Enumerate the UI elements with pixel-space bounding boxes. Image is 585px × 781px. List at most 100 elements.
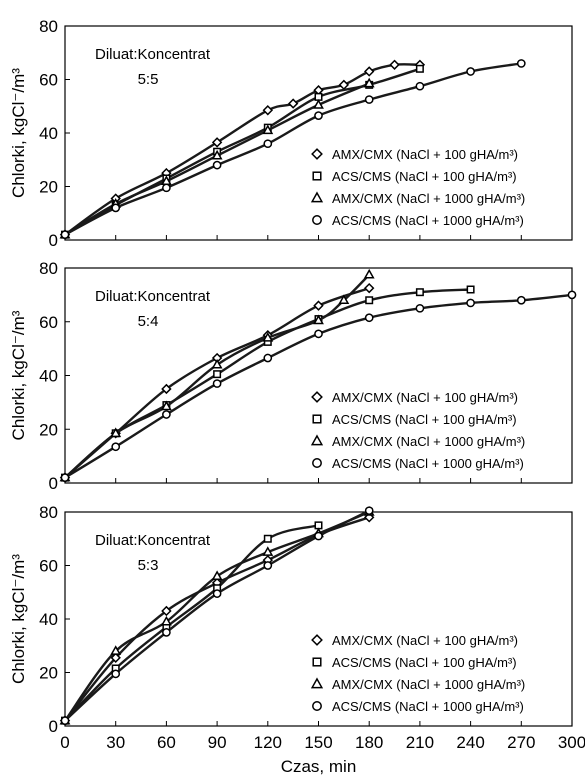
x-tick-label: 240 (456, 733, 484, 752)
data-point (160, 615, 172, 626)
data-point (263, 534, 272, 543)
data-point (466, 285, 475, 294)
data-point (415, 303, 425, 313)
ratio-annotation-title: Diluat:Koncentrat (95, 532, 211, 549)
legend-label: AMX/CMX (NaCl + 1000 gHA/m³) (332, 677, 525, 692)
legend-label: AMX/CMX (NaCl + 100 gHA/m³) (332, 147, 518, 162)
ratio-annotation-title: Diluat:Koncentrat (95, 46, 211, 63)
data-point (162, 410, 171, 419)
data-point (363, 77, 375, 88)
y-tick-label: 0 (49, 474, 58, 493)
legend-marker-triangle (310, 191, 324, 203)
data-point (338, 79, 350, 91)
legend: AMX/CMX (NaCl + 100 gHA/m³) ACS/CMS (NaCl… (310, 147, 525, 228)
y-tick-label: 20 (39, 420, 58, 439)
legend-label: AMX/CMX (NaCl + 100 gHA/m³) (332, 390, 518, 405)
data-point (111, 442, 121, 452)
y-tick-label: 60 (39, 71, 58, 90)
legend-marker-triangle (310, 434, 324, 446)
y-tick-label: 80 (39, 503, 58, 522)
data-point (263, 561, 273, 570)
data-point (212, 160, 222, 170)
series-line (64, 288, 471, 479)
data-point (313, 314, 324, 325)
data-point (363, 66, 375, 77)
legend-label: AMX/CMX (NaCl + 1000 gHA/m³) (332, 191, 525, 206)
data-point (262, 105, 274, 116)
data-point (110, 652, 121, 663)
data-point (161, 605, 172, 617)
legend-marker-circle (312, 701, 322, 711)
y-tick-label: 20 (39, 178, 58, 197)
data-point (314, 329, 323, 339)
data-point (111, 669, 121, 679)
data-point (263, 139, 273, 149)
legend-label: AMX/CMX (NaCl + 1000 gHA/m³) (332, 434, 525, 449)
legend-marker-diamond (311, 148, 323, 160)
legend-marker-square (312, 657, 322, 667)
legend-marker-circle (312, 458, 322, 468)
data-point (263, 353, 273, 363)
x-tick-label: 120 (254, 733, 282, 752)
legend: AMX/CMX (NaCl + 100 gHA/m³) ACS/CMS (NaCl… (310, 633, 525, 714)
x-tick-label: 90 (208, 733, 227, 752)
x-tick-label: 300 (558, 733, 585, 752)
data-point (363, 268, 375, 279)
y-axis-label: Chlorki, kgCl⁻/m³ (9, 310, 28, 440)
data-point (162, 628, 171, 637)
y-axis-label: Chlorki, kgCl⁻/m³ (9, 68, 28, 198)
legend-label: AMX/CMX (NaCl + 100 gHA/m³) (332, 633, 518, 648)
ratio-annotation-value: 5:4 (138, 313, 159, 330)
data-point (211, 570, 223, 581)
data-point (338, 294, 350, 305)
data-point (60, 716, 70, 726)
data-point (363, 282, 375, 294)
x-tick-label: 0 (60, 733, 69, 752)
data-point (516, 59, 526, 68)
data-point (466, 67, 475, 76)
x-tick-label: 180 (355, 733, 383, 752)
legend-label: ACS/CMS (NaCl + 100 gHA/m³) (332, 412, 517, 427)
legend: AMX/CMX (NaCl + 100 gHA/m³) ACS/CMS (NaCl… (310, 390, 525, 471)
data-point (161, 383, 172, 395)
data-point (211, 137, 223, 148)
x-tick-label: 150 (304, 733, 332, 752)
data-point (415, 81, 425, 91)
legend-label: ACS/CMS (NaCl + 1000 gHA/m³) (332, 213, 524, 228)
data-point (262, 332, 274, 342)
data-point (211, 358, 223, 369)
legend-label: ACS/CMS (NaCl + 1000 gHA/m³) (332, 699, 524, 714)
data-point (364, 95, 374, 104)
legend-marker-diamond (311, 391, 323, 403)
series-circle (60, 59, 526, 239)
legend-label: ACS/CMS (NaCl + 100 gHA/m³) (332, 169, 517, 184)
legend-marker-square (312, 414, 322, 424)
legend-marker-square (312, 171, 322, 181)
x-tick-label: 30 (106, 733, 125, 752)
ratio-annotation-title: Diluat:Koncentrat (95, 288, 211, 305)
data-point (415, 288, 424, 297)
chart-panel-1: 0 20 40 60 80 Chlorki, kgCl⁻/m³ Diluat:Koncent… (9, 17, 573, 250)
y-tick-label: 80 (39, 259, 58, 278)
data-point (364, 506, 374, 516)
y-tick-label: 40 (39, 610, 58, 629)
data-point (314, 531, 323, 541)
data-point (162, 183, 171, 193)
series-circle (60, 290, 577, 482)
data-point (160, 400, 172, 411)
data-point (60, 230, 70, 239)
legend-marker-circle (312, 215, 322, 225)
data-point (365, 296, 374, 305)
data-point (262, 124, 274, 135)
data-point (313, 99, 324, 109)
data-point (516, 295, 526, 305)
chart-panel-2: 0 20 40 60 80 Chlorki, kgCl⁻/m³ Diluat:Koncent… (9, 259, 577, 493)
data-point (211, 149, 223, 160)
x-tick-label: 270 (507, 733, 535, 752)
data-point (111, 203, 121, 213)
series-triangle (59, 268, 375, 482)
legend-marker-diamond (311, 634, 323, 646)
x-axis-label: Czas, min (281, 757, 357, 776)
data-point (212, 589, 222, 598)
